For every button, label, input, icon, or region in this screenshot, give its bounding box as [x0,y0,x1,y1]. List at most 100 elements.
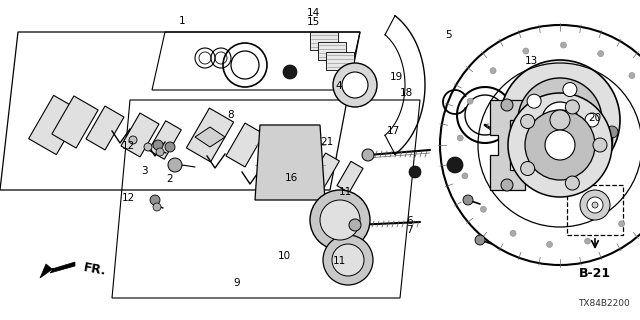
Polygon shape [148,121,181,159]
Circle shape [518,78,602,162]
Circle shape [584,238,591,244]
Polygon shape [29,95,81,155]
Text: 14: 14 [307,8,320,18]
Polygon shape [86,106,124,150]
Polygon shape [310,32,338,50]
Text: 5: 5 [445,30,451,40]
Circle shape [547,242,552,247]
Circle shape [593,138,607,152]
Circle shape [561,42,566,48]
Text: 15: 15 [307,17,320,28]
Text: 11: 11 [333,256,346,266]
Circle shape [362,149,374,161]
Circle shape [462,173,468,179]
Circle shape [520,162,534,175]
Circle shape [527,132,541,146]
Circle shape [585,113,599,127]
Circle shape [598,51,604,57]
Text: 1: 1 [179,16,186,26]
Circle shape [523,48,529,54]
Text: 19: 19 [390,72,403,82]
Text: 2: 2 [166,174,173,184]
Circle shape [283,65,297,79]
Circle shape [592,202,598,208]
Polygon shape [490,100,525,190]
Text: 12: 12 [122,140,134,151]
Circle shape [550,110,570,130]
Circle shape [580,190,610,220]
Circle shape [619,221,625,227]
Circle shape [527,94,541,108]
Polygon shape [52,96,98,148]
Polygon shape [255,125,325,200]
Circle shape [587,197,603,213]
Circle shape [323,235,373,285]
Circle shape [565,176,579,190]
Circle shape [525,110,595,180]
Circle shape [349,219,361,231]
Text: 7: 7 [406,225,413,236]
Circle shape [563,83,577,97]
Circle shape [332,244,364,276]
Circle shape [447,157,463,173]
Text: 11: 11 [339,187,352,197]
Circle shape [501,179,513,191]
Circle shape [500,60,620,180]
Circle shape [606,126,618,138]
Polygon shape [326,52,354,70]
Text: 20: 20 [589,113,602,124]
Circle shape [563,143,577,157]
Polygon shape [40,262,75,278]
Polygon shape [310,153,339,187]
Text: 12: 12 [122,193,134,204]
Text: 16: 16 [285,172,298,183]
Polygon shape [121,113,159,157]
Circle shape [481,206,486,212]
Circle shape [153,140,163,150]
Polygon shape [318,42,346,60]
Circle shape [508,93,612,197]
Text: 6: 6 [406,216,413,226]
Text: 8: 8 [227,110,234,120]
Circle shape [144,143,152,151]
Circle shape [320,200,360,240]
Circle shape [129,136,137,144]
Circle shape [409,166,421,178]
Circle shape [342,72,368,98]
Circle shape [168,158,182,172]
Circle shape [629,73,635,78]
Text: 4: 4 [336,81,342,92]
Circle shape [490,68,496,74]
Circle shape [153,203,161,211]
Text: B-21: B-21 [579,267,611,280]
Text: 21: 21 [320,137,333,148]
Circle shape [565,100,579,114]
Polygon shape [284,144,316,180]
Polygon shape [195,127,225,147]
Polygon shape [257,134,292,174]
Circle shape [310,190,370,250]
Circle shape [156,148,164,156]
Text: 13: 13 [525,56,538,66]
Circle shape [333,63,377,107]
Circle shape [457,135,463,141]
Text: TX84B2200: TX84B2200 [579,299,630,308]
Polygon shape [186,108,234,162]
Circle shape [467,98,473,104]
Text: 3: 3 [141,166,147,176]
Circle shape [463,195,473,205]
Circle shape [542,102,578,138]
Circle shape [475,235,485,245]
Text: 9: 9 [234,278,240,288]
Text: 18: 18 [400,88,413,98]
Circle shape [165,142,175,152]
Circle shape [510,230,516,236]
Text: FR.: FR. [82,261,107,278]
Text: 17: 17 [387,126,400,136]
Circle shape [150,195,160,205]
Polygon shape [226,123,264,167]
Circle shape [501,99,513,111]
Circle shape [545,130,575,160]
Polygon shape [337,161,363,193]
Text: 10: 10 [278,251,291,261]
